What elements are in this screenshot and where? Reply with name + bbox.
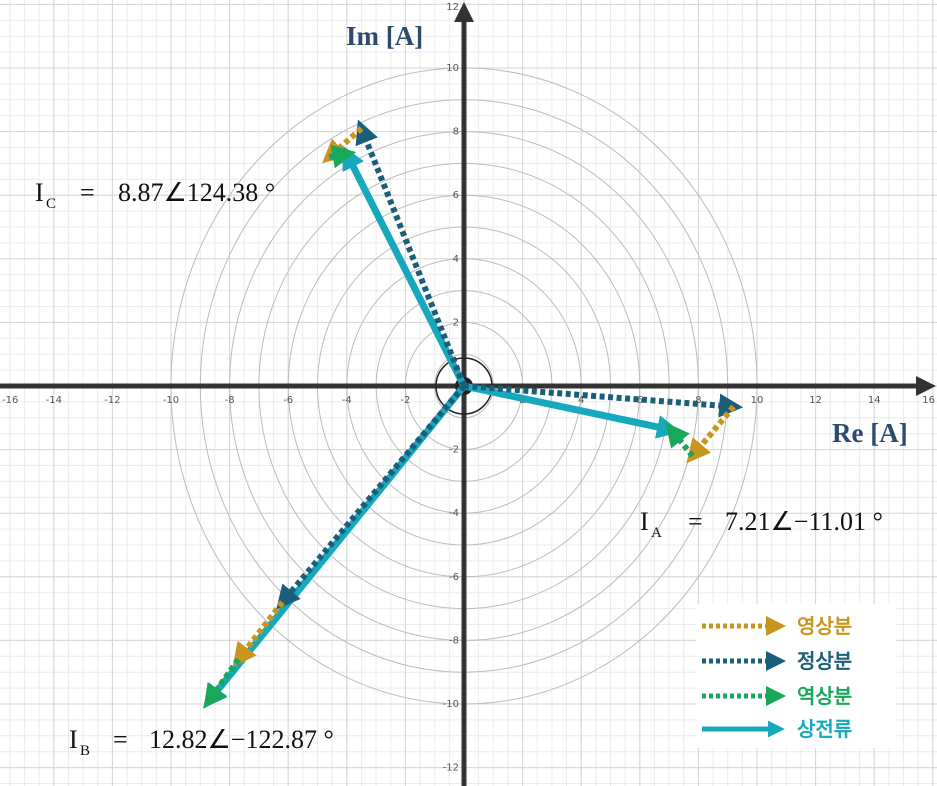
vector-negative-3 — [328, 144, 357, 169]
equation-ib: I B = 12.82∠−122.87 ° — [69, 725, 334, 759]
vector-positive-3 — [355, 119, 467, 388]
y-tick-label: 2 — [453, 317, 459, 328]
equation-ia: I A = 7.21∠−11.01 ° — [640, 507, 883, 541]
y-tick-label: -2 — [449, 445, 459, 456]
ia-equals: = — [688, 507, 703, 536]
x-tick-label: 10 — [751, 395, 764, 406]
x-axis-title: Re [A] — [832, 418, 908, 448]
vector-negative-1 — [665, 422, 695, 458]
vector-positive-1 — [463, 383, 744, 418]
x-tick-label: -10 — [163, 395, 179, 406]
equation-ic: I C = 8.87∠124.38 ° — [35, 178, 275, 212]
legend-background — [696, 604, 896, 748]
ic-value: 8.87∠124.38 ° — [118, 178, 275, 207]
x-tick-label: 8 — [695, 395, 701, 406]
y-tick-label: -12 — [443, 763, 459, 774]
x-tick-label: -14 — [46, 395, 62, 406]
y-tick-label: -8 — [449, 635, 459, 646]
y-tick-label: 10 — [446, 63, 459, 74]
x-tick-label: -8 — [225, 395, 235, 406]
y-tick-labels: 12 10 8 6 4 2 -2 -4 -6 -8 -10 -12 — [443, 2, 459, 774]
ic-equals: = — [80, 178, 95, 207]
ic-symbol: I — [35, 178, 44, 207]
ic-subscript: C — [46, 196, 56, 212]
legend-label-negative: 역상분 — [797, 684, 852, 708]
y-tick-label: -6 — [449, 572, 459, 583]
vector-zero-3 — [322, 126, 364, 164]
y-tick-label: 4 — [453, 254, 459, 265]
vector-positive-2 — [276, 384, 467, 610]
ib-symbol: I — [69, 725, 78, 754]
x-tick-label: -2 — [400, 395, 410, 406]
vector-phase-1 — [463, 382, 681, 439]
y-tick-label: -10 — [443, 699, 459, 710]
ia-value: 7.21∠−11.01 ° — [725, 507, 883, 536]
phasor-vectors — [203, 119, 744, 709]
ia-subscript: A — [651, 525, 662, 541]
legend: 영상분 정상분 역상분 상전류 — [696, 604, 896, 748]
x-tick-label: 4 — [578, 395, 584, 406]
ib-equals: = — [113, 725, 128, 754]
ib-value: 12.82∠−122.87 ° — [149, 725, 334, 754]
vector-zero-1 — [686, 404, 736, 464]
x-tick-labels: -16-14-12-10-8-6-4-2246810121416 — [2, 395, 935, 406]
x-tick-label: -6 — [283, 395, 293, 406]
x-tick-label: -12 — [104, 395, 120, 406]
vector-phase-3 — [342, 145, 468, 388]
legend-label-zero: 영상분 — [797, 614, 852, 638]
x-tick-label: 12 — [809, 395, 822, 406]
legend-label-positive: 정상분 — [797, 649, 852, 673]
x-tick-label: 6 — [637, 395, 643, 406]
x-tick-label: 14 — [868, 395, 881, 406]
x-tick-label: 16 — [922, 395, 935, 406]
vector-zero-2 — [232, 600, 285, 668]
y-tick-label: -4 — [449, 508, 459, 519]
y-axis-title: Im [A] — [346, 21, 423, 51]
y-tick-label: 8 — [453, 127, 459, 138]
legend-label-phase: 상전류 — [797, 717, 852, 741]
y-tick-label: 12 — [446, 2, 459, 13]
ia-symbol: I — [640, 507, 649, 536]
x-tick-label: -4 — [342, 395, 352, 406]
x-tick-label: -16 — [2, 395, 18, 406]
y-tick-label: 6 — [453, 190, 459, 201]
ib-subscript: B — [80, 743, 90, 759]
